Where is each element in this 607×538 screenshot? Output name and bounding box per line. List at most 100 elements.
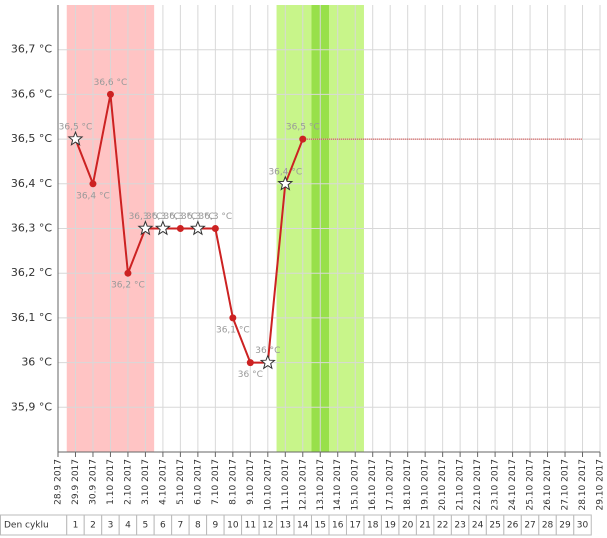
cycle-day: 7	[178, 521, 184, 531]
cycle-day: 12	[262, 521, 273, 531]
x-tick-label: 23.10 2017	[491, 459, 501, 511]
cycle-day: 20	[402, 521, 414, 531]
cycle-day: 23	[454, 521, 465, 531]
y-tick-label: 36,7 °C	[11, 43, 52, 56]
cycle-day: 1	[73, 521, 79, 531]
cycle-day: 18	[367, 521, 379, 531]
x-tick-label: 12.10 2017	[298, 459, 308, 511]
cycle-cell	[573, 514, 592, 536]
data-label: 36,3 °C	[199, 212, 233, 222]
x-tick-label: 29.9 2017	[71, 459, 81, 505]
x-tick-label: 28.10 2017	[578, 459, 588, 511]
data-label: 36,4 °C	[76, 191, 110, 201]
x-tick-label: 6.10 2017	[193, 459, 203, 505]
star-marker	[259, 354, 276, 370]
data-label: 36,2 °C	[111, 281, 145, 291]
x-tick-label: 9.10 2017	[246, 459, 256, 505]
cycle-day: 19	[384, 521, 396, 531]
x-tick-label: 22.10 2017	[473, 459, 483, 511]
cycle-day: 30	[577, 521, 589, 531]
data-label: 36,4 °C	[268, 167, 302, 177]
cycle-label: Den cyklu	[4, 521, 49, 531]
cycle-day: 2	[90, 521, 96, 531]
y-tick-label: 36,3 °C	[11, 222, 52, 235]
cycle-day: 22	[437, 521, 448, 531]
x-tick-label: 17.10 2017	[386, 459, 396, 511]
cycle-day: 29	[559, 521, 571, 531]
x-tick-label: 25.10 2017	[526, 459, 536, 511]
cycle-day: 21	[419, 521, 430, 531]
y-tick-label: 35,9 °C	[11, 400, 52, 413]
cycle-day: 28	[542, 521, 554, 531]
cycle-day: 17	[349, 521, 360, 531]
star-marker	[154, 220, 171, 236]
data-label: 36,3 °C	[146, 212, 180, 222]
point-marker	[176, 225, 184, 232]
cycle-day: 6	[160, 521, 166, 531]
star-marker	[189, 220, 206, 236]
x-tick-label: 18.10 2017	[403, 459, 413, 511]
star-marker	[137, 220, 154, 236]
data-label: 36,3 °C	[181, 212, 215, 222]
star-marker	[67, 130, 84, 146]
x-tick-label: 29.10 2017	[596, 459, 606, 511]
data-label: 36,3 °C	[129, 212, 163, 222]
cycle-day: 25	[489, 521, 500, 531]
x-tick-label: 14.10 2017	[333, 459, 343, 511]
point-marker	[229, 314, 237, 322]
x-tick-label: 24.10 2017	[508, 459, 518, 511]
x-tick-label: 15.10 2017	[351, 459, 361, 511]
y-tick-label: 36 °C	[21, 356, 52, 369]
x-tick-label: 26.10 2017	[543, 459, 553, 511]
x-tick-label: 4.10 2017	[158, 459, 168, 505]
y-tick-label: 36,2 °C	[11, 266, 52, 279]
y-tick-label: 36,6 °C	[11, 87, 52, 100]
cycle-day: 5	[143, 521, 149, 531]
x-tick-label: 20.10 2017	[438, 459, 448, 511]
data-label: 36,3 °C	[164, 212, 198, 222]
data-label: 36 °C	[238, 370, 263, 380]
x-tick-label: 27.10 2017	[561, 459, 571, 511]
cycle-day: 9	[212, 521, 218, 531]
x-tick-label: 8.10 2017	[228, 459, 238, 505]
x-tick-label: 5.10 2017	[176, 459, 186, 505]
y-tick-label: 36,5 °C	[11, 132, 52, 145]
data-label: 36,1 °C	[216, 325, 250, 335]
x-tick-label: 21.10 2017	[456, 459, 466, 511]
point-marker	[211, 225, 219, 232]
cycle-day: 27	[524, 521, 535, 531]
data-label: 36,5 °C	[286, 123, 320, 133]
cycle-day: 16	[332, 521, 344, 531]
point-marker	[89, 180, 97, 188]
cycle-day: 13	[280, 521, 291, 531]
x-tick-label: 30.9 2017	[88, 459, 98, 505]
cycle-day: 24	[472, 521, 484, 531]
cycle-day: 10	[227, 521, 239, 531]
data-label: 36 °C	[255, 346, 280, 356]
point-marker	[299, 135, 307, 143]
data-label: 36,6 °C	[94, 78, 128, 88]
point-marker	[124, 269, 132, 277]
cycle-day: 3	[108, 521, 114, 531]
x-tick-label: 11.10 2017	[281, 459, 291, 511]
data-label: 36,5 °C	[59, 123, 93, 133]
x-tick-label: 1.10 2017	[106, 459, 116, 505]
cycle-day: 8	[195, 521, 201, 531]
y-tick-label: 36,4 °C	[11, 177, 52, 190]
x-tick-label: 28.9 2017	[54, 459, 64, 505]
cycle-day: 4	[125, 521, 131, 531]
x-tick-label: 10.10 2017	[263, 459, 273, 511]
x-tick-label: 13.10 2017	[316, 459, 326, 511]
star-marker	[277, 175, 294, 191]
x-tick-label: 7.10 2017	[211, 459, 221, 505]
y-tick-label: 36,1 °C	[11, 311, 52, 324]
x-tick-label: 3.10 2017	[141, 459, 151, 505]
cycle-day: 11	[245, 521, 256, 531]
point-marker	[106, 90, 114, 98]
point-marker	[246, 359, 254, 367]
cycle-day: 26	[507, 521, 519, 531]
x-tick-label: 2.10 2017	[123, 459, 133, 505]
cycle-day: 14	[297, 521, 309, 531]
x-tick-label: 16.10 2017	[368, 459, 378, 511]
